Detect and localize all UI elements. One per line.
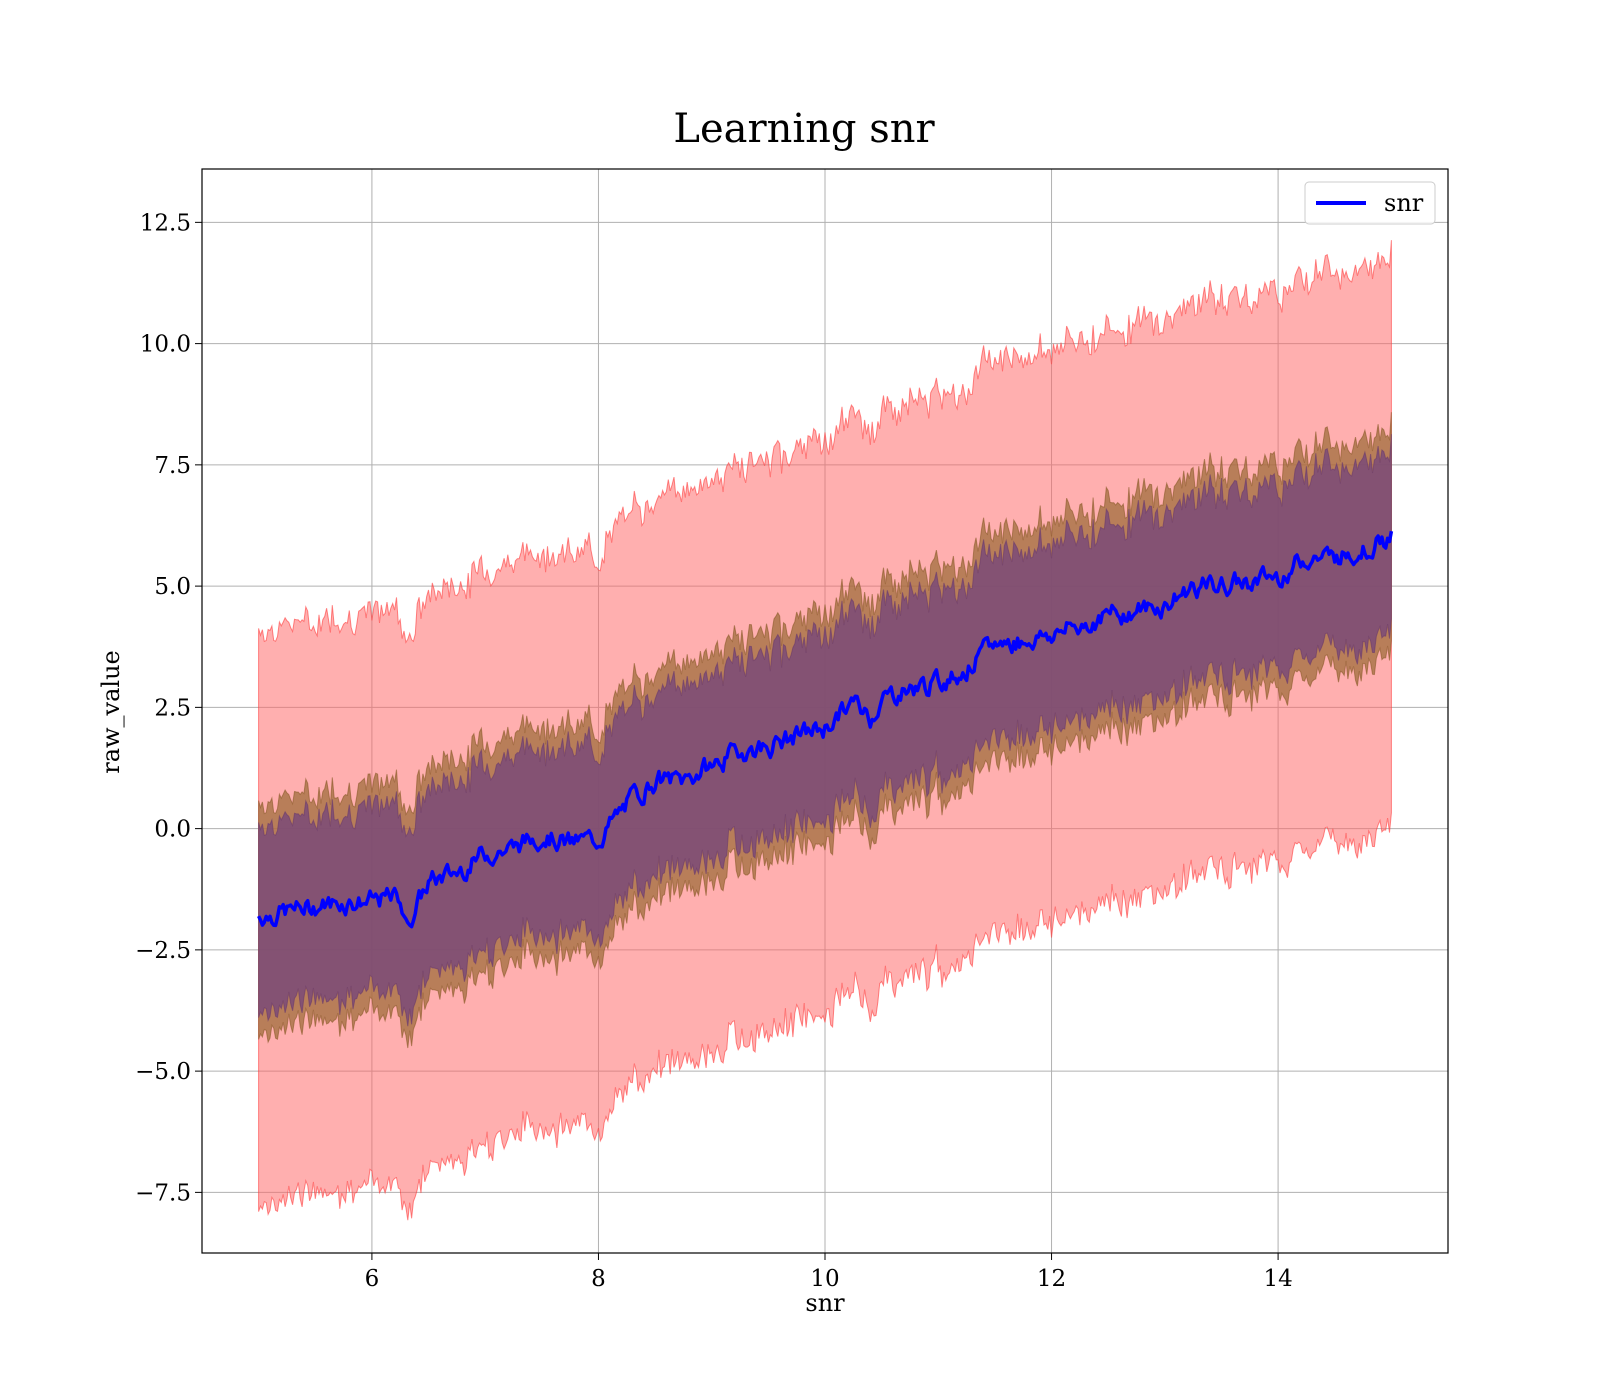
x-axis-label: snr: [805, 1289, 845, 1317]
y-tick-label: −5.0: [135, 1059, 191, 1085]
y-tick-label: 12.5: [140, 210, 191, 236]
y-tick-label: 2.5: [154, 695, 191, 721]
y-tick-label: 10.0: [140, 332, 191, 358]
series-lines: [257, 530, 1394, 929]
y-axis-ticks: −7.5 −5.0 −2.5 0.0 2.5 5.0 7.5 10.0 12.5: [135, 210, 202, 1206]
series-line-snr: [257, 530, 1394, 929]
x-tick-label: 8: [591, 1266, 606, 1292]
x-tick-label: 10: [810, 1266, 839, 1292]
legend: snr: [1304, 181, 1436, 225]
chart-title: Learning snr: [673, 106, 935, 152]
y-tick-label: 5.0: [154, 574, 191, 600]
x-tick-label: 12: [1037, 1266, 1066, 1292]
y-axis-label: raw_value: [97, 650, 125, 774]
x-axis-ticks: 6 8 10 12 14: [365, 1253, 1293, 1292]
legend-label-snr: snr: [1384, 189, 1424, 217]
x-tick-label: 14: [1263, 1266, 1292, 1292]
x-tick-label: 6: [365, 1266, 380, 1292]
legend-box: [1304, 181, 1436, 225]
y-tick-label: 7.5: [154, 453, 191, 479]
y-tick-label: −7.5: [135, 1180, 191, 1206]
y-tick-label: 0.0: [154, 817, 191, 843]
y-tick-label: −2.5: [135, 938, 191, 964]
plot-area: [201, 168, 1449, 1254]
